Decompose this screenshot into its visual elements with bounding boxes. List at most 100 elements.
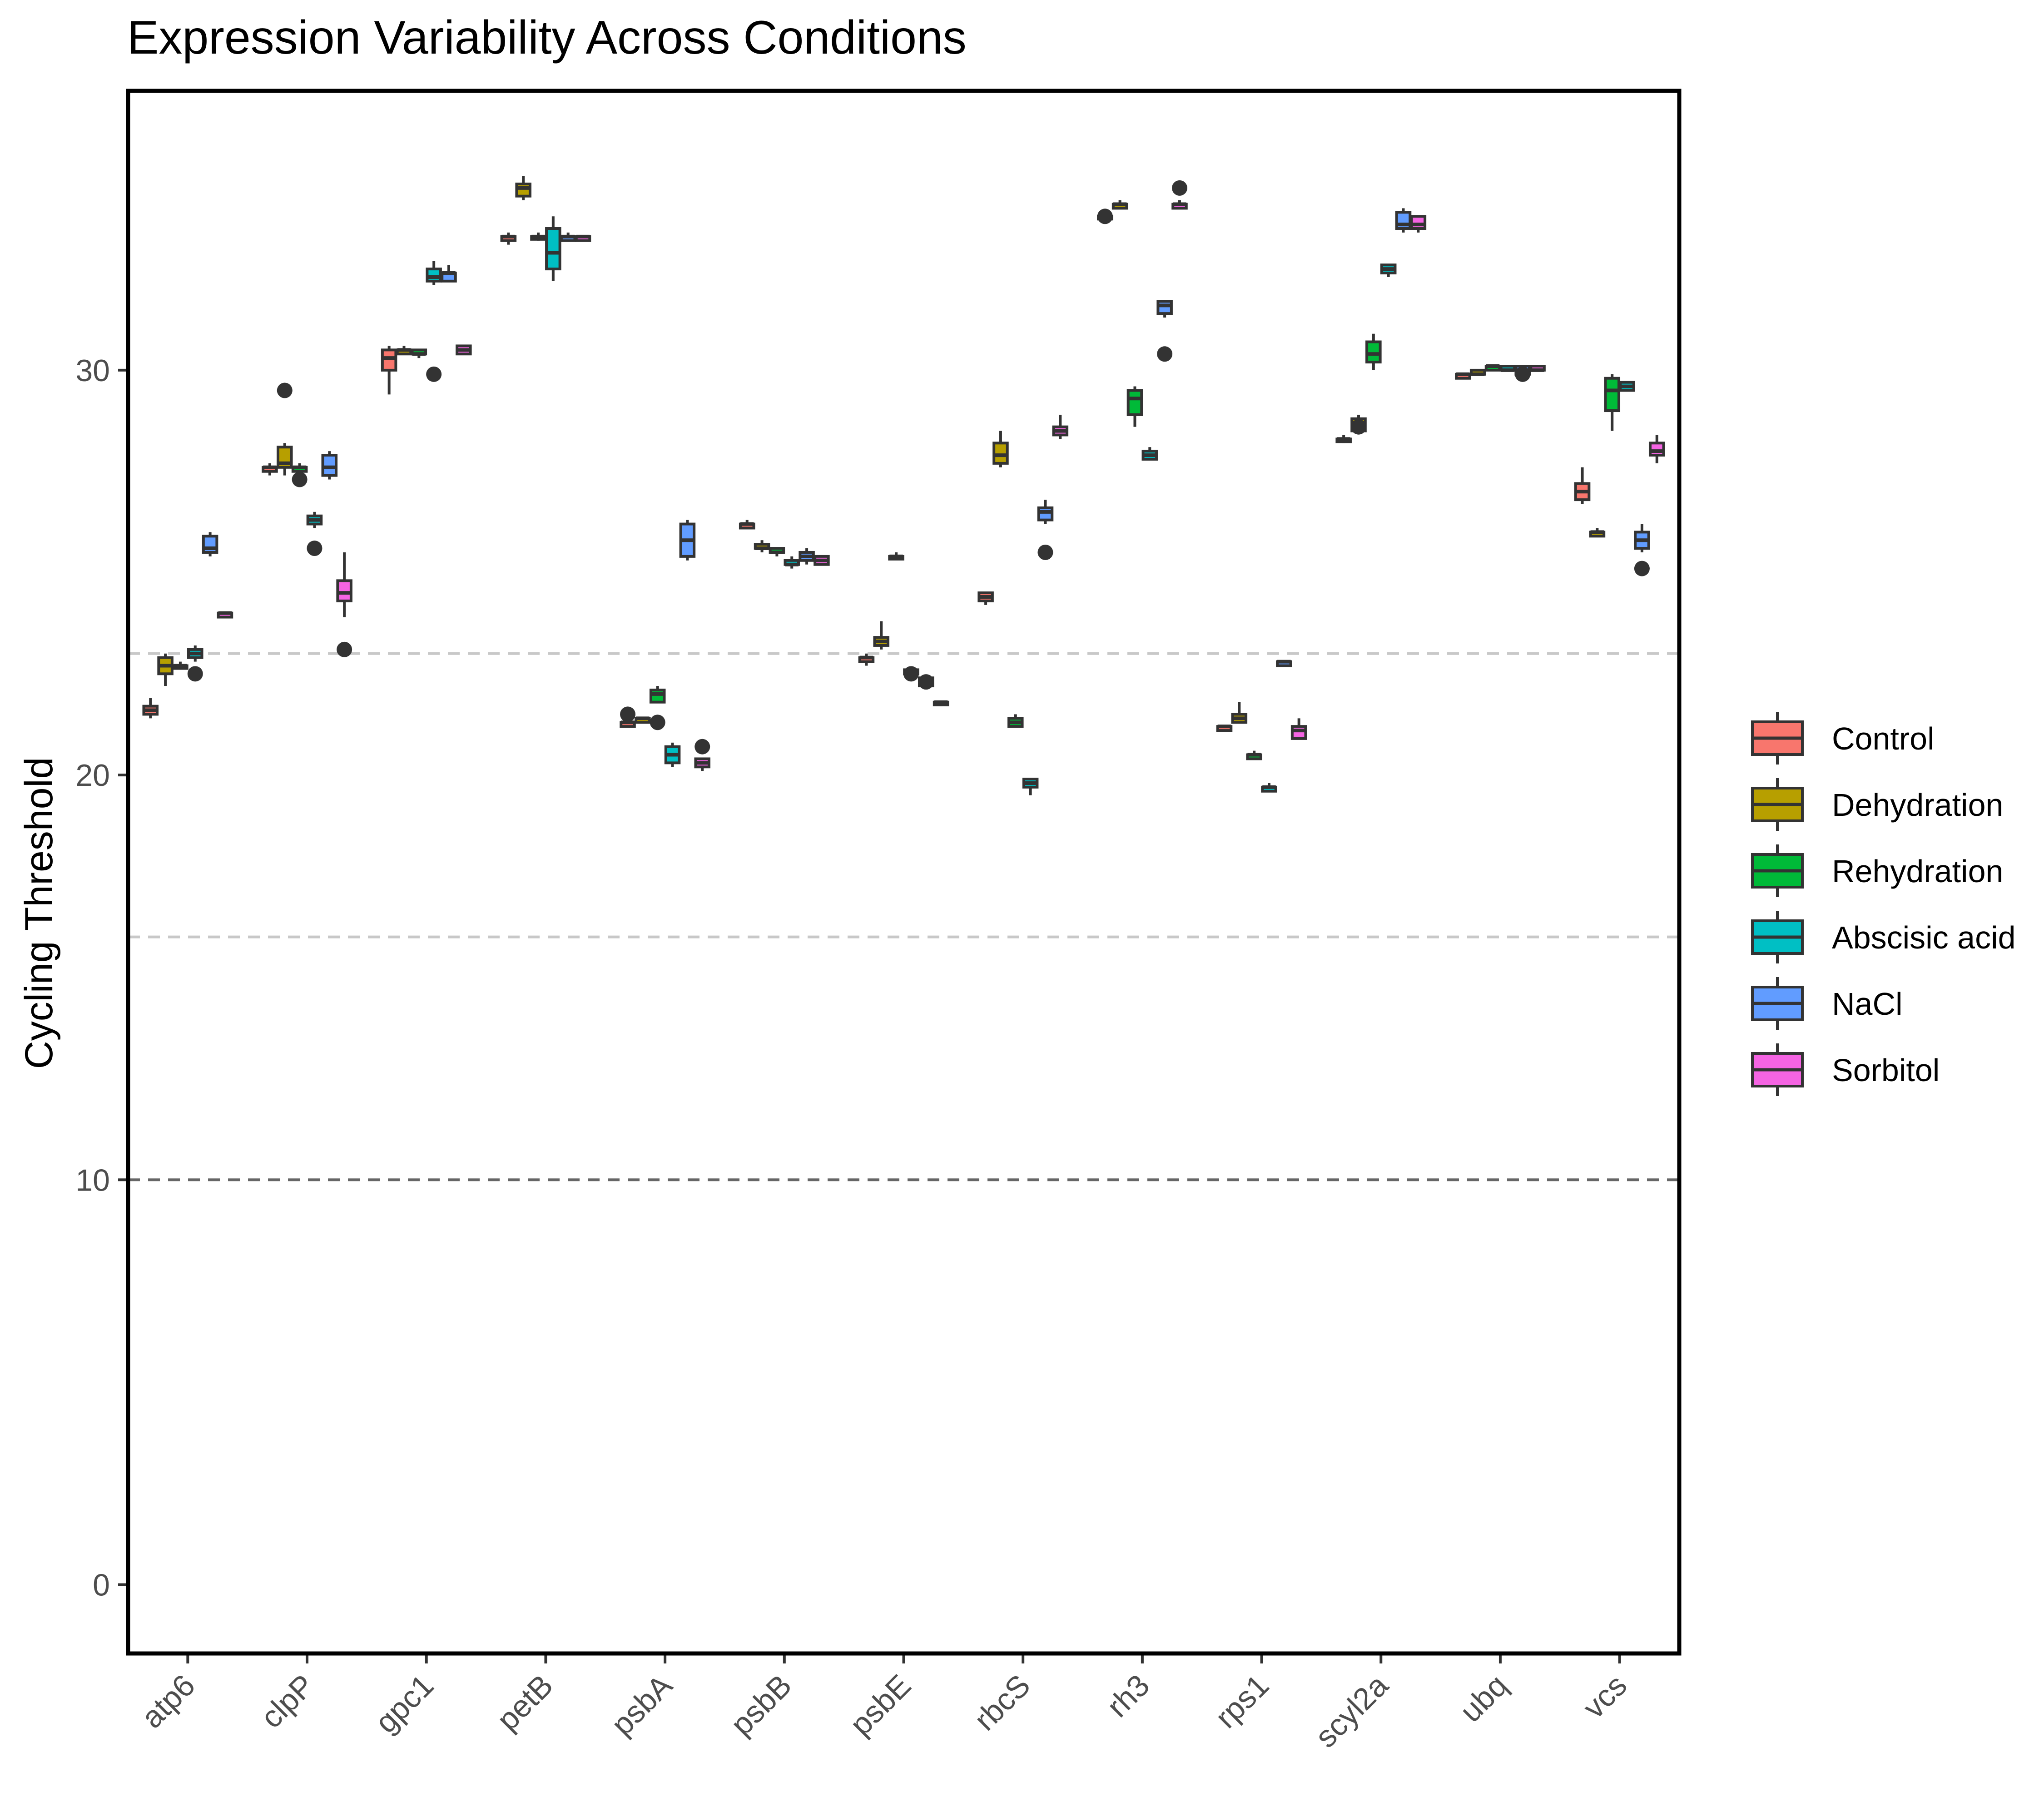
- box-psbB-5: [814, 555, 830, 566]
- box-rps1-5: [1290, 718, 1307, 740]
- plot-panel-border: [126, 89, 1682, 1656]
- box-psbA-5: [694, 739, 710, 771]
- box-psbE-2: [888, 552, 904, 561]
- legend-item-5: Sorbitol: [1751, 1043, 1940, 1096]
- box-scyl2a-1: [1350, 414, 1367, 435]
- box-psbA-3: [664, 742, 681, 767]
- box-rbcS-5: [1052, 414, 1069, 439]
- box-psbB-1: [754, 540, 770, 552]
- legend-item-1: Dehydration: [1751, 778, 2003, 831]
- box-body: [1156, 300, 1173, 315]
- legend-label: Rehydration: [1832, 854, 2003, 889]
- outlier-point: [337, 641, 352, 657]
- box-scyl2a-5: [1410, 215, 1427, 233]
- outlier-point: [1157, 346, 1173, 362]
- box-gpc1-4: [441, 265, 457, 283]
- outlier-point: [695, 739, 710, 755]
- box-petB-1: [515, 176, 531, 200]
- box-psbE-0: [858, 653, 875, 666]
- box-rbcS-1: [992, 431, 1009, 467]
- box-body: [1290, 725, 1307, 740]
- outlier-point: [1097, 209, 1113, 224]
- box-vcs-0: [1574, 467, 1591, 504]
- box-psbA-2: [649, 686, 666, 730]
- y-axis-label: Cycling Threshold: [17, 757, 61, 1069]
- box-body: [426, 268, 442, 283]
- box-petB-0: [500, 232, 517, 245]
- box-gpc1-3: [426, 261, 442, 382]
- outlier-point: [918, 674, 934, 690]
- outlier-point: [1634, 561, 1650, 576]
- box-ubq-5: [1529, 365, 1546, 372]
- box-psbA-4: [679, 520, 696, 561]
- legend-item-0: Control: [1751, 712, 1935, 765]
- box-gpc1-0: [381, 346, 397, 395]
- box-psbA-1: [635, 716, 651, 724]
- box-psbE-3: [903, 666, 919, 682]
- box-rh3-2: [1126, 386, 1143, 427]
- box-ubq-2: [1484, 364, 1501, 372]
- box-clpP-3: [306, 511, 323, 556]
- legend: Control Dehydration Rehydration Abscisic ac…: [1751, 712, 2016, 1096]
- outlier-point: [1515, 366, 1531, 382]
- box-body: [1365, 340, 1382, 364]
- legend-item-4: NaCl: [1751, 977, 1903, 1030]
- y-tick-label: 30: [75, 353, 110, 388]
- box-body: [649, 688, 666, 704]
- box-body: [545, 227, 561, 271]
- box-atp6-4: [202, 532, 218, 556]
- box-atp6-5: [217, 611, 233, 619]
- outlier-point: [620, 706, 636, 722]
- box-clpP-5: [336, 552, 352, 657]
- box-rps1-4: [1276, 660, 1292, 667]
- box-psbA-0: [620, 706, 636, 728]
- legend-label: Sorbitol: [1832, 1052, 1940, 1088]
- outlier-point: [426, 366, 442, 382]
- box-plots: [142, 176, 1665, 795]
- box-clpP-2: [291, 463, 308, 487]
- box-psbB-2: [769, 547, 785, 556]
- box-vcs-1: [1589, 528, 1606, 538]
- box-rps1-0: [1216, 725, 1233, 732]
- box-petB-5: [575, 234, 591, 242]
- box-psbE-4: [918, 674, 934, 690]
- box-rbcS-0: [977, 591, 994, 605]
- box-psbE-5: [933, 700, 949, 706]
- box-rh3-1: [1111, 200, 1128, 210]
- y-tick-label: 20: [75, 758, 110, 793]
- box-vcs-4: [1634, 524, 1650, 576]
- outlier-point: [903, 666, 919, 682]
- box-vcs-3: [1619, 381, 1635, 392]
- box-body: [1126, 389, 1143, 416]
- legend-label: NaCl: [1832, 986, 1903, 1022]
- outlier-point: [292, 472, 308, 487]
- outlier-point: [187, 666, 203, 682]
- box-rbcS-4: [1037, 500, 1054, 560]
- box-rh3-5: [1171, 180, 1188, 210]
- box-atp6-2: [172, 661, 189, 670]
- box-body: [336, 579, 352, 602]
- box-rps1-3: [1261, 783, 1277, 793]
- legend-item-2: Rehydration: [1751, 844, 2003, 897]
- box-gpc1-2: [411, 348, 427, 358]
- box-rps1-2: [1246, 750, 1262, 760]
- box-psbB-3: [784, 556, 800, 569]
- box-body: [1037, 506, 1054, 521]
- box-body: [992, 442, 1009, 465]
- box-psbB-4: [799, 548, 815, 565]
- box-rbcS-3: [1022, 778, 1039, 795]
- box-rh3-3: [1141, 447, 1158, 461]
- box-ubq-3: [1499, 365, 1516, 372]
- y-tick-label: 10: [75, 1163, 110, 1197]
- outlier-point: [307, 541, 322, 556]
- box-scyl2a-3: [1380, 263, 1397, 277]
- box-petB-2: [530, 232, 546, 241]
- box-atp6-1: [157, 653, 174, 686]
- box-gpc1-1: [396, 346, 412, 356]
- box-ubq-4: [1514, 365, 1531, 382]
- chart-title: Expression Variability Across Conditions: [127, 11, 967, 64]
- box-scyl2a-4: [1395, 208, 1412, 233]
- box-psbE-1: [873, 621, 890, 650]
